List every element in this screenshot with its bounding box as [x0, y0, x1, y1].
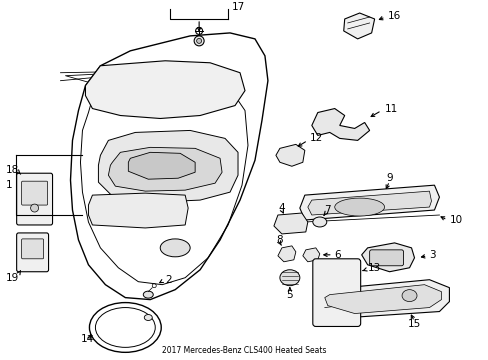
Polygon shape: [88, 193, 188, 228]
Text: 19: 19: [6, 273, 19, 283]
Polygon shape: [343, 13, 374, 39]
Polygon shape: [273, 213, 307, 234]
Polygon shape: [275, 144, 304, 166]
Circle shape: [281, 219, 284, 221]
Polygon shape: [98, 130, 238, 202]
Polygon shape: [85, 61, 244, 118]
Text: 8: 8: [276, 235, 283, 245]
Circle shape: [290, 219, 293, 221]
FancyBboxPatch shape: [21, 181, 47, 205]
Text: 2: 2: [165, 275, 171, 285]
Ellipse shape: [312, 217, 326, 227]
Text: 16: 16: [387, 11, 400, 21]
Polygon shape: [311, 109, 369, 140]
Text: 10: 10: [448, 215, 462, 225]
Polygon shape: [302, 248, 319, 262]
Ellipse shape: [143, 291, 153, 298]
Text: 14: 14: [81, 334, 94, 345]
Polygon shape: [317, 280, 448, 318]
FancyBboxPatch shape: [369, 250, 403, 266]
Circle shape: [27, 260, 34, 266]
Polygon shape: [277, 246, 295, 262]
Polygon shape: [299, 185, 439, 220]
Text: 13: 13: [367, 263, 380, 273]
Text: 7: 7: [324, 205, 330, 215]
Text: 5: 5: [286, 290, 293, 300]
FancyBboxPatch shape: [17, 233, 48, 272]
Text: 12: 12: [309, 134, 323, 143]
Circle shape: [298, 219, 301, 221]
Ellipse shape: [334, 198, 384, 216]
Text: 1: 1: [5, 180, 12, 190]
FancyBboxPatch shape: [17, 173, 52, 225]
Text: 4: 4: [278, 203, 285, 213]
Circle shape: [31, 204, 39, 212]
FancyBboxPatch shape: [312, 259, 360, 327]
Text: 15: 15: [407, 319, 420, 329]
Polygon shape: [307, 191, 430, 215]
Polygon shape: [108, 147, 222, 191]
Circle shape: [194, 36, 203, 46]
Text: 6: 6: [334, 250, 341, 260]
Polygon shape: [324, 285, 441, 314]
Text: 11: 11: [384, 104, 397, 113]
Polygon shape: [128, 152, 195, 179]
Text: 2017 Mercedes-Benz CLS400 Heated Seats: 2017 Mercedes-Benz CLS400 Heated Seats: [162, 346, 325, 355]
Ellipse shape: [279, 270, 299, 286]
Circle shape: [196, 39, 201, 43]
Circle shape: [283, 153, 286, 157]
Text: 3: 3: [428, 250, 435, 260]
Text: 9: 9: [386, 173, 392, 183]
Polygon shape: [361, 243, 414, 272]
FancyBboxPatch shape: [21, 239, 43, 259]
Ellipse shape: [160, 239, 190, 257]
Ellipse shape: [144, 315, 152, 320]
Circle shape: [36, 260, 41, 266]
Ellipse shape: [401, 290, 416, 302]
Text: 17: 17: [232, 2, 245, 12]
Circle shape: [292, 151, 296, 155]
Text: 18: 18: [6, 165, 19, 175]
Bar: [170, 79, 195, 99]
